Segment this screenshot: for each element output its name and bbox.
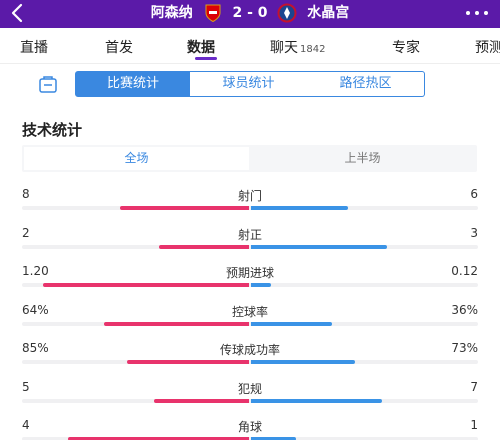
home-stat-value: 8 — [22, 187, 30, 201]
home-stat-value: 4 — [22, 418, 30, 432]
stat-row: 1.20 预期进球 0.12 — [0, 264, 500, 288]
stat-row: 2 射正 3 — [0, 226, 500, 250]
stat-row: 4 角球 1 — [0, 418, 500, 440]
document-icon[interactable] — [38, 76, 58, 98]
home-stat-bar — [120, 206, 249, 210]
tab-data[interactable]: 数据 — [187, 40, 215, 56]
home-stat-bar — [68, 437, 249, 440]
tab-prediction[interactable]: 预测 — [475, 40, 500, 56]
section-title: 技术统计 — [22, 121, 83, 139]
period-full-match[interactable]: 全场 — [24, 147, 249, 170]
stat-row: 8 射门 6 — [0, 187, 500, 211]
away-stat-value: 0.12 — [451, 264, 478, 278]
away-stat-bar — [251, 206, 348, 210]
back-arrow-icon[interactable] — [10, 2, 24, 28]
home-stat-value: 85% — [22, 341, 49, 355]
tab-live[interactable]: 直播 — [20, 40, 48, 56]
home-stat-bar — [159, 245, 249, 249]
match-score-line: 阿森纳 2 - 0 水晶宫 — [0, 3, 500, 23]
home-stat-bar — [104, 322, 249, 326]
tab-lineup[interactable]: 首发 — [105, 40, 133, 56]
away-stat-bar — [251, 322, 332, 326]
stat-bar-track — [22, 283, 478, 287]
home-stat-value: 64% — [22, 303, 49, 317]
stat-name: 射门 — [237, 189, 262, 203]
away-stat-value: 3 — [470, 226, 478, 240]
stat-bar-track — [22, 245, 478, 249]
stat-row: 5 犯规 7 — [0, 380, 500, 404]
period-first-half[interactable]: 上半场 — [344, 151, 381, 165]
home-team-name: 阿森纳 — [150, 5, 193, 21]
match-score: 2 - 0 — [232, 5, 268, 21]
stat-name: 角球 — [237, 420, 262, 434]
away-team-name: 水晶宫 — [307, 5, 350, 21]
segment-player-stats[interactable]: 球员统计 — [190, 71, 308, 97]
stat-name: 传球成功率 — [219, 343, 280, 357]
stat-name: 控球率 — [231, 305, 268, 319]
stat-bar-track — [22, 360, 478, 364]
crystal-palace-crest-icon — [277, 3, 297, 23]
away-stat-value: 6 — [470, 187, 478, 201]
segment-match-stats[interactable]: 比赛统计 — [75, 71, 191, 97]
stat-name: 预期进球 — [225, 266, 274, 280]
match-header: 阿森纳 2 - 0 水晶宫 — [0, 0, 500, 28]
tab-chat[interactable]: 聊天 1842 — [270, 40, 326, 56]
away-stat-value: 7 — [470, 380, 478, 394]
away-stat-value: 73% — [451, 341, 478, 355]
away-stat-value: 1 — [470, 418, 478, 432]
tab-expert[interactable]: 专家 — [392, 40, 420, 56]
home-stat-value: 1.20 — [22, 264, 49, 278]
chat-count: 1842 — [300, 44, 326, 55]
away-stat-bar — [251, 399, 382, 403]
away-stat-bar — [251, 360, 355, 364]
more-options-icon[interactable] — [464, 2, 490, 29]
away-stat-bar — [251, 283, 271, 287]
home-stat-bar — [43, 283, 249, 287]
home-stat-bar — [154, 399, 249, 403]
home-stat-value: 2 — [22, 226, 30, 240]
active-tab-indicator — [195, 57, 217, 60]
stat-row: 85% 传球成功率 73% — [0, 341, 500, 365]
stat-name: 射正 — [237, 228, 262, 242]
stat-name: 犯规 — [237, 382, 262, 396]
stat-bar-track — [22, 322, 478, 326]
stat-bar-track — [22, 206, 478, 210]
away-stat-bar — [251, 437, 296, 440]
stat-bar-track — [22, 437, 478, 440]
away-stat-value: 36% — [451, 303, 478, 317]
period-switch: 全场 上半场 — [22, 145, 477, 172]
stat-row: 64% 控球率 36% — [0, 303, 500, 327]
match-tabs: 直播 首发 数据 聊天 1842 专家 预测 — [0, 28, 500, 64]
away-stat-bar — [251, 245, 387, 249]
arsenal-crest-icon — [203, 3, 223, 23]
home-stat-value: 5 — [22, 380, 30, 394]
stat-bar-track — [22, 399, 478, 403]
home-stat-bar — [127, 360, 249, 364]
segment-heatmap[interactable]: 路径热区 — [307, 71, 425, 97]
